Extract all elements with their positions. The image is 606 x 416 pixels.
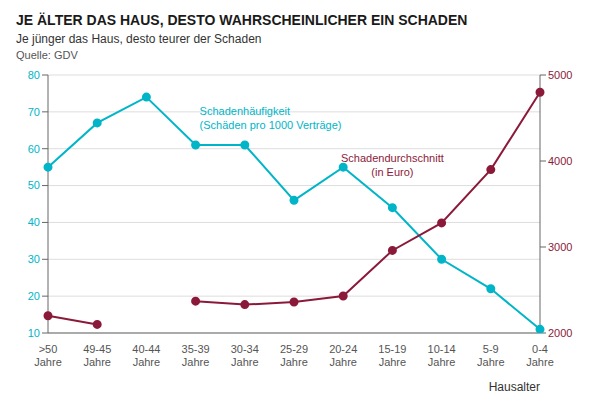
svg-text:49-45Jahre: 49-45Jahre: [83, 343, 111, 368]
svg-text:35-39Jahre: 35-39Jahre: [182, 343, 210, 368]
svg-text:25-29Jahre: 25-29Jahre: [280, 343, 308, 368]
svg-text:15-19Jahre: 15-19Jahre: [378, 343, 406, 368]
svg-text:20: 20: [28, 290, 40, 302]
svg-text:4000: 4000: [548, 155, 572, 167]
svg-text:10: 10: [28, 327, 40, 339]
svg-text:10-14Jahre: 10-14Jahre: [428, 343, 456, 368]
svg-text:5000: 5000: [548, 69, 572, 81]
svg-text:Schadenhäufigkeit(Schäden pro: Schadenhäufigkeit(Schäden pro 1000 Vertr…: [200, 105, 342, 131]
svg-text:0-4Jahre: 0-4Jahre: [526, 343, 554, 368]
svg-text:30-34Jahre: 30-34Jahre: [231, 343, 259, 368]
svg-text:3000: 3000: [548, 241, 572, 253]
svg-text:40: 40: [28, 216, 40, 228]
svg-text:60: 60: [28, 143, 40, 155]
svg-text:>50Jahre: >50Jahre: [34, 343, 62, 368]
svg-text:5-9Jahre: 5-9Jahre: [477, 343, 505, 368]
svg-text:Schadendurchschnitt(in Euro): Schadendurchschnitt(in Euro): [341, 152, 444, 178]
svg-text:Hausalter: Hausalter: [489, 380, 540, 391]
svg-text:30: 30: [28, 253, 40, 265]
svg-text:50: 50: [28, 179, 40, 191]
svg-text:70: 70: [28, 106, 40, 118]
html-text:Je jünger das Haus, desto teur: Je jünger das Haus, desto teurer der Sch…: [16, 32, 262, 46]
svg-text:40-44Jahre: 40-44Jahre: [132, 343, 160, 368]
svg-text:2000: 2000: [548, 327, 572, 339]
html-text:Quelle: GDV: Quelle: GDV: [16, 49, 78, 61]
html-text:JE ÄLTER DAS HAUS, DESTO WAHRS: JE ÄLTER DAS HAUS, DESTO WAHRSCHEINLICHE…: [16, 12, 468, 28]
svg-text:20-24Jahre: 20-24Jahre: [329, 343, 357, 368]
svg-text:80: 80: [28, 69, 40, 81]
